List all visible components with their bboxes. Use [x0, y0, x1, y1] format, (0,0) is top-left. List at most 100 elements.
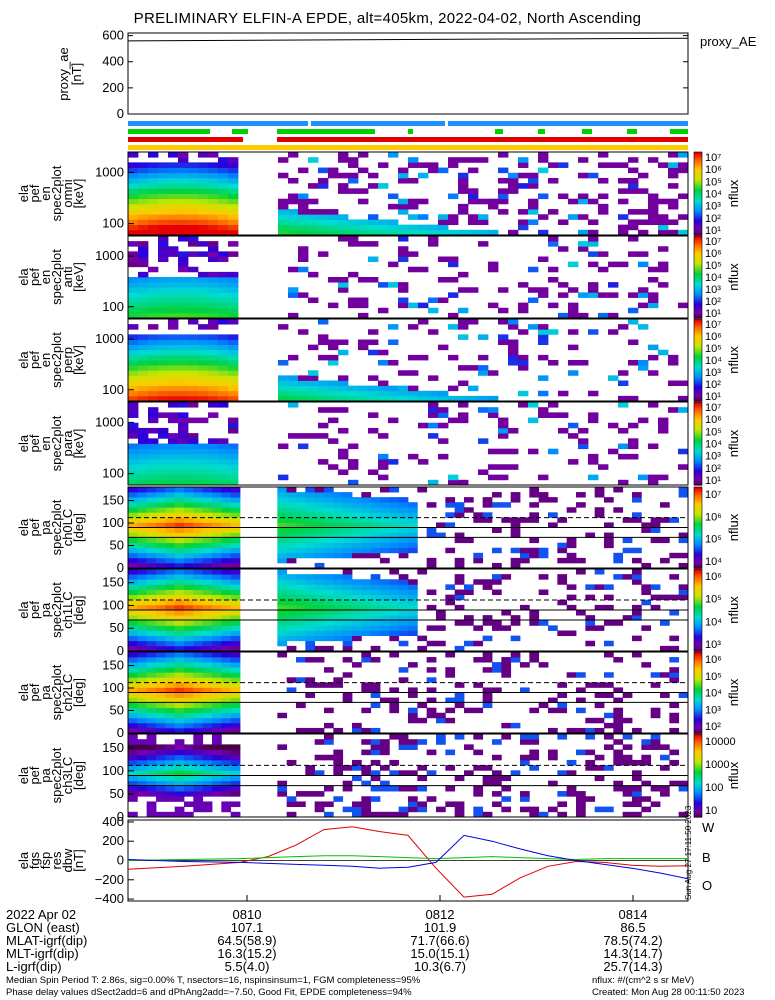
pitch-angle-panel-4-cell [174, 749, 185, 756]
pitch-angle-panel-4-cell [333, 759, 344, 766]
pitch-angle-panel-1-tick-label: 100 [102, 515, 124, 530]
energy-spectrum-panel-1-colorbar-cell [694, 220, 702, 224]
energy-spectrum-panel-4-cell [488, 474, 499, 481]
pitch-angle-panel-3-cell [146, 717, 157, 724]
pitch-angle-panel-1-cell [184, 557, 194, 564]
energy-spectrum-panel-1-cell [128, 219, 139, 226]
energy-spectrum-panel-1-cell [218, 167, 229, 174]
energy-spectrum-panel-4-colorbar-cell [694, 480, 702, 484]
energy-spectrum-panel-3-cell [148, 344, 159, 351]
energy-spectrum-panel-2-cell [518, 282, 529, 288]
pitch-angle-panel-1-cell [184, 547, 194, 554]
pitch-angle-panel-2-cell [174, 645, 185, 652]
pitch-angle-panel-2-cell [352, 604, 362, 611]
pitch-angle-panel-4-cell [230, 775, 241, 782]
pitch-angle-panel-1-cell [333, 527, 344, 533]
pitch-angle-panel-4-cell [146, 780, 157, 787]
energy-spectrum-panel-2-cell [168, 312, 179, 319]
pitch-angle-panel-4-cell [417, 739, 428, 745]
pitch-angle-panel-3-cell [361, 682, 372, 688]
pitch-angle-panel-3-cell [202, 672, 213, 678]
pitch-angle-panel-4-cell [202, 759, 213, 766]
energy-spectrum-panel-3-cell [368, 390, 379, 397]
pitch-angle-panel-4-cell [165, 780, 176, 787]
energy-spectrum-panel-4-cell [378, 474, 389, 481]
pitch-angle-panel-1-cell [445, 512, 456, 518]
energy-spectrum-panel-4-colorbar-cell [694, 476, 702, 480]
energy-spectrum-panel-1-colorbar-cell [694, 210, 702, 213]
energy-spectrum-panel-3-cell [168, 354, 179, 361]
energy-spectrum-panel-3-cell [208, 324, 219, 330]
energy-spectrum-panel-1-cell [368, 214, 379, 220]
pitch-angle-panel-2-cell [622, 574, 633, 580]
energy-spectrum-panel-1-cell [518, 157, 529, 163]
energy-spectrum-panel-2-cell [358, 241, 369, 247]
energy-spectrum-panel-1-cell [298, 219, 309, 226]
pitch-angle-panel-2-cell [389, 630, 400, 637]
energy-spectrum-panel-1-cell [398, 172, 409, 179]
pitch-angle-panel-1-cell [548, 522, 558, 528]
pitch-angle-panel-4-colorbar-cell [694, 773, 702, 777]
energy-spectrum-panel-1-colorbar-cell [694, 176, 702, 180]
energy-spectrum-panel-3-label: perp [60, 347, 75, 373]
pitch-angle-panel-4-cell [221, 775, 232, 782]
pitch-angle-panel-1-cell [193, 502, 204, 508]
pitch-angle-panel-4-cell [408, 806, 418, 813]
pitch-angle-panel-4-colorbar-frame [693, 733, 703, 818]
pitch-angle-panel-2-cell [510, 620, 521, 626]
pitch-angle-panel-2-colorbar-cell [694, 607, 702, 611]
pitch-angle-panel-2-cell [389, 599, 400, 606]
pitch-angle-panel-1-cell [510, 547, 521, 554]
pitch-angle-panel-1-cell [146, 487, 157, 493]
energy-spectrum-panel-3-colorbar-cell [694, 339, 702, 343]
energy-spectrum-panel-1-cell [198, 224, 209, 231]
energy-spectrum-panel-3-cell [188, 360, 199, 366]
energy-spectrum-panel-2-colorbar-cell [694, 309, 702, 313]
energy-spectrum-panel-2-cell [148, 282, 159, 288]
pitch-angle-panel-1-cell [221, 487, 232, 493]
pitch-angle-panel-4-cell [398, 739, 409, 745]
energy-spectrum-panel-1-cell [218, 172, 229, 179]
pitch-angle-panel-2-cell [548, 625, 558, 631]
pitch-angle-panel-4-colorbar-cell [694, 814, 702, 818]
pitch-angle-panel-4-cell [230, 754, 241, 761]
pitch-angle-panel-2-cell [193, 589, 204, 596]
pitch-angle-panel-4-cell [156, 744, 166, 750]
pitch-angle-panel-2-cell [361, 584, 372, 590]
energy-spectrum-panel-2-cell [128, 292, 139, 298]
pitch-angle-panel-4-cell [230, 749, 241, 756]
energy-spectrum-panel-3-cell [568, 360, 579, 366]
pitch-angle-panel-3-cell [613, 722, 624, 729]
pitch-angle-panel-2-cell [128, 640, 138, 647]
energy-spectrum-panel-3-cell [358, 339, 369, 346]
pitch-angle-panel-2-cell [296, 610, 306, 616]
pitch-angle-panel-1-cell [361, 492, 372, 498]
pitch-angle-panel-2-label: ela [16, 601, 31, 619]
energy-spectrum-panel-4-cell [168, 453, 179, 460]
pitch-angle-panel-2-cell [174, 610, 185, 616]
energy-spectrum-panel-1-cell [188, 214, 199, 220]
energy-spectrum-panel-1-cell [418, 162, 429, 168]
pitch-angle-panel-3-cell [324, 722, 334, 729]
energy-spectrum-panel-1-cell [198, 229, 209, 236]
energy-spectrum-panel-3-cell [288, 385, 299, 392]
pitch-angle-panel-2-cell [221, 620, 232, 626]
energy-spectrum-panel-2-cell [518, 307, 529, 314]
energy-spectrum-panel-1-cell [418, 198, 429, 205]
pitch-angle-panel-1-cell [212, 512, 222, 518]
energy-spectrum-panel-1-cell [188, 203, 199, 210]
energy-spectrum-panel-4-colorbar-cell [694, 451, 702, 455]
energy-spectrum-panel-3-cell [458, 395, 469, 402]
energy-spectrum-panel-2-colorbar-cell [694, 299, 702, 303]
energy-spectrum-panel-1-cell [538, 214, 549, 220]
energy-spectrum-panel-3-cell [498, 334, 509, 340]
pitch-angle-panel-2-cell [538, 620, 549, 626]
pitch-angle-panel-4-colorbar-cell [694, 792, 702, 795]
pitch-angle-panel-4-cell [137, 749, 148, 756]
pitch-angle-panel-2-colorbar-cell [694, 642, 702, 646]
pitch-angle-panel-4-cell [426, 796, 437, 802]
energy-spectrum-panel-1-cell [498, 198, 509, 205]
energy-spectrum-panel-1-cell [648, 219, 659, 226]
energy-spectrum-panel-1-cell [288, 198, 299, 205]
energy-spectrum-panel-3-cell [228, 344, 239, 351]
